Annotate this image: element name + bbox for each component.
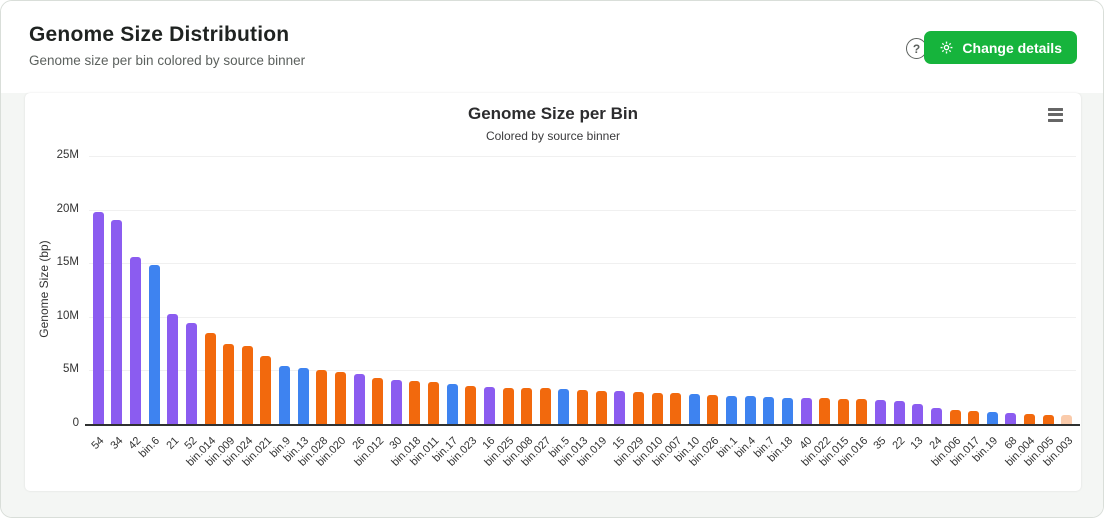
bar[interactable] (800, 398, 812, 424)
bar[interactable] (707, 395, 719, 424)
gridline (89, 156, 1076, 157)
x-axis-tick-label: 34 (108, 434, 126, 452)
y-axis-tick-label: 15M (56, 256, 79, 269)
bar[interactable] (483, 387, 495, 424)
bar[interactable] (279, 366, 290, 424)
bar[interactable] (763, 397, 775, 424)
bar[interactable] (968, 411, 980, 424)
page-subtitle: Genome size per bin colored by source bi… (29, 53, 306, 68)
bar[interactable] (614, 391, 626, 424)
bar[interactable] (241, 346, 253, 424)
x-axis-tick-label: 22 (890, 434, 908, 452)
x-axis-tick-label: bin.6 (137, 434, 163, 461)
bar[interactable] (949, 410, 961, 424)
page-header: Genome Size Distribution Genome size per… (1, 1, 1103, 93)
bar[interactable] (428, 382, 439, 424)
bar[interactable] (875, 400, 886, 424)
bar[interactable] (148, 265, 160, 424)
bar[interactable] (781, 398, 793, 424)
change-details-label: Change details (962, 39, 1062, 56)
x-axis-tick-label: 35 (871, 434, 889, 452)
bar[interactable] (930, 408, 942, 424)
chart-section: Genome Size per Bin Colored by source bi… (1, 93, 1103, 517)
x-axis-line (85, 424, 1080, 426)
bar[interactable] (185, 323, 197, 424)
bar[interactable] (130, 257, 142, 424)
y-axis-tick-label: 20M (56, 202, 79, 215)
y-axis-tick-label: 0 (72, 417, 79, 429)
bar[interactable] (334, 372, 346, 424)
bar[interactable] (92, 212, 104, 424)
bar[interactable] (912, 404, 924, 424)
bar[interactable] (223, 344, 235, 424)
bar[interactable] (465, 386, 477, 424)
bar[interactable] (372, 378, 384, 424)
bar[interactable] (744, 396, 756, 424)
bar[interactable] (726, 396, 737, 424)
y-axis-title: Genome Size (bp) (37, 240, 51, 338)
chart-title: Genome Size per Bin (467, 104, 639, 123)
bar[interactable] (856, 399, 868, 424)
bar[interactable] (167, 314, 179, 424)
page-title: Genome Size Distribution (29, 23, 290, 46)
bar[interactable] (1005, 413, 1017, 424)
bar[interactable] (521, 388, 533, 424)
gridline (89, 370, 1076, 372)
x-axis-tick-label: 21 (163, 434, 182, 452)
chart-subtitle: Colored by source binner (485, 129, 621, 143)
change-details-button[interactable]: Change details (924, 31, 1077, 64)
gridline (89, 209, 1076, 211)
bar[interactable] (1042, 415, 1054, 424)
x-axis-tick-label: 13 (908, 434, 926, 452)
bar[interactable] (893, 401, 905, 424)
bar[interactable] (595, 391, 607, 424)
bar[interactable] (558, 389, 570, 424)
bar[interactable] (204, 333, 216, 424)
bar[interactable] (390, 380, 402, 424)
bar[interactable] (316, 370, 328, 424)
bar[interactable] (837, 399, 849, 424)
gridline (89, 316, 1076, 318)
bar[interactable] (577, 390, 588, 424)
chart-card: Genome Size per Bin Colored by source bi… (25, 93, 1081, 491)
bar[interactable] (1061, 415, 1073, 424)
bar[interactable] (632, 392, 644, 424)
bar[interactable] (111, 220, 123, 424)
y-axis-tick-label: 10M (56, 309, 79, 322)
bar[interactable] (670, 393, 682, 424)
bar[interactable] (819, 398, 831, 424)
bar[interactable] (260, 356, 272, 424)
bar[interactable] (446, 384, 458, 424)
y-axis-tick-label: 5M (63, 363, 79, 376)
gear-icon (939, 40, 954, 55)
bar[interactable] (986, 412, 998, 424)
chart-menu-icon[interactable] (1041, 103, 1069, 129)
bar[interactable] (297, 368, 309, 424)
bar[interactable] (688, 394, 700, 424)
bar[interactable] (1023, 414, 1035, 424)
bar[interactable] (409, 381, 421, 424)
y-axis-tick-label: 25M (56, 149, 79, 161)
gridline (89, 263, 1076, 265)
bar[interactable] (353, 374, 365, 424)
bar[interactable] (651, 393, 663, 424)
bar[interactable] (502, 388, 514, 424)
x-axis-tick-label: 54 (89, 434, 107, 452)
bar[interactable] (539, 388, 551, 424)
